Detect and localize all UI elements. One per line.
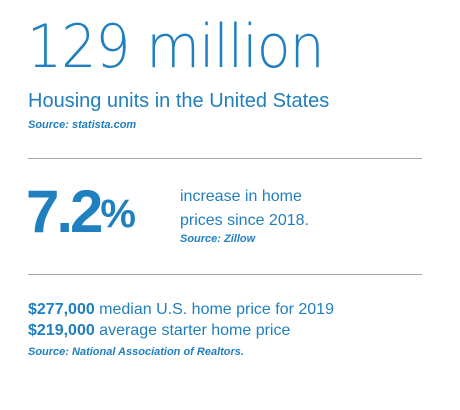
divider: [28, 158, 422, 159]
median-price-line: $277,000 median U.S. home price for 2019: [28, 300, 334, 320]
price-increase-text: increase in home prices since 2018.: [180, 185, 309, 233]
price-increase-line-1: increase in home: [180, 188, 302, 205]
percent-sign: %: [100, 192, 136, 236]
price-increase-line-2: prices since 2018.: [180, 212, 309, 229]
starter-price-line: $219,000 average starter home price: [28, 321, 290, 341]
home-price-source: Source: National Association of Realtors…: [28, 346, 244, 358]
starter-price-text: average starter home price: [94, 322, 291, 339]
median-price-amount: $277,000: [28, 301, 95, 318]
divider: [28, 274, 422, 275]
price-increase-source: Source: Zillow: [180, 233, 256, 245]
price-increase-percent: 7.2%: [26, 180, 136, 244]
starter-price-amount: $219,000: [28, 322, 95, 339]
median-price-text: median U.S. home price for 2019: [94, 301, 334, 318]
percent-value: 7.2: [26, 178, 103, 245]
housing-units-subhead: Housing units in the United States: [28, 90, 330, 112]
housing-units-section: 129 million Housing units in the United …: [0, 0, 460, 160]
housing-units-source: Source: statista.com: [28, 119, 137, 131]
housing-units-headline: 129 million: [27, 12, 325, 82]
